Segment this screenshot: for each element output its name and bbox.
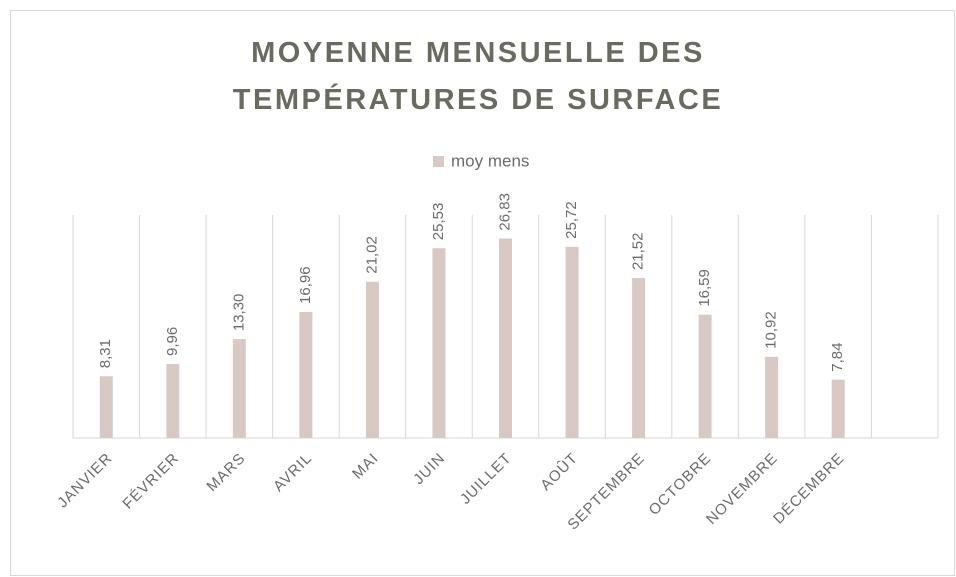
- legend-label: moy mens: [451, 151, 529, 170]
- value-label: 8,31: [97, 339, 114, 368]
- value-label: 10,92: [763, 311, 780, 349]
- value-label: 26,83: [496, 193, 513, 231]
- x-tick-label: MARS: [203, 450, 248, 495]
- value-label: 16,59: [696, 269, 713, 307]
- value-label: 16,96: [297, 266, 314, 304]
- bar: [432, 248, 446, 438]
- bar: [499, 238, 512, 438]
- bar: [299, 311, 313, 438]
- value-label: 21,02: [363, 236, 380, 274]
- value-label: 21,52: [630, 232, 647, 270]
- bar: [765, 356, 779, 438]
- x-tick-label: DÉCEMBRE: [770, 450, 848, 528]
- x-tick-label: MAI: [349, 450, 382, 483]
- bar: [698, 314, 712, 438]
- value-label: 7,84: [829, 343, 846, 372]
- bar: [565, 246, 579, 438]
- value-label: 9,96: [164, 327, 181, 356]
- chart-title: MOYENNE MENSUELLE DES TEMPÉRATURES DE SU…: [232, 37, 724, 116]
- value-label: 13,30: [230, 294, 247, 332]
- bar: [99, 376, 113, 438]
- bar: [232, 339, 246, 438]
- value-label: 25,53: [430, 203, 447, 241]
- bar: [831, 379, 845, 438]
- bar: [632, 278, 646, 438]
- x-tick-label: JANVIER: [54, 450, 116, 512]
- x-tick-label: FÉVRIER: [119, 450, 182, 513]
- x-tick-label: JUIN: [410, 450, 448, 488]
- value-label: 25,72: [563, 201, 580, 239]
- legend-swatch: [433, 156, 444, 167]
- bar: [365, 281, 379, 438]
- bar: [166, 363, 180, 438]
- x-tick-label: OCTOBRE: [646, 450, 715, 519]
- chart-border: [10, 10, 955, 576]
- x-tick-label: AOÛT: [537, 450, 581, 494]
- x-tick-label: JUILLET: [457, 450, 515, 508]
- x-tick-label: AVRIL: [270, 450, 315, 495]
